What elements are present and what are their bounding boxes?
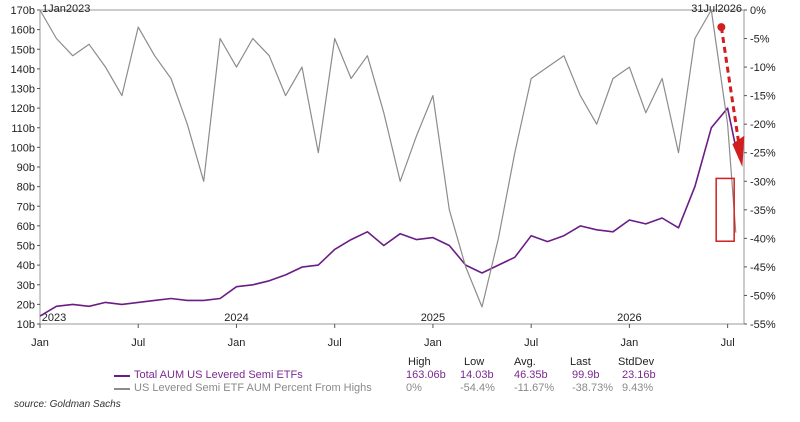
stats-panel: High Low Avg. Last StdDev Total AUM US L… bbox=[0, 356, 800, 396]
left-axis-label: 120b bbox=[11, 103, 35, 115]
x-axis-year-label: 2024 bbox=[224, 312, 248, 324]
annotation-dashed-arrow bbox=[719, 26, 741, 148]
end-date-label: 31Jul2026 bbox=[691, 3, 742, 15]
annotation-highlight-box bbox=[715, 177, 735, 242]
annotation-arrow-head bbox=[732, 135, 745, 167]
stats-header-low: Low bbox=[464, 356, 485, 368]
left-axis-label: 60b bbox=[17, 221, 35, 233]
stat-pct-high: 0% bbox=[406, 382, 422, 394]
legend-label-pct: US Levered Semi ETF AUM Percent From Hig… bbox=[134, 382, 372, 394]
right-axis-label: -35% bbox=[750, 205, 776, 217]
right-axis-label: -45% bbox=[750, 262, 776, 274]
stat-aum-stddev: 23.16b bbox=[622, 369, 656, 381]
left-axis-label: 40b bbox=[17, 260, 35, 272]
left-axis-label: 130b bbox=[11, 84, 35, 96]
x-axis-month-label: Jan bbox=[424, 337, 442, 349]
right-axis-label: -40% bbox=[750, 233, 776, 245]
stat-aum-last: 99.9b bbox=[572, 369, 600, 381]
left-axis-label: 110b bbox=[11, 123, 35, 135]
x-axis-month-label: Jan bbox=[31, 337, 49, 349]
x-axis-month-label: Jul bbox=[524, 337, 538, 349]
left-axis-label: 20b bbox=[17, 299, 35, 311]
right-axis-label: -55% bbox=[750, 319, 776, 331]
x-axis-month-label: Jan bbox=[228, 337, 246, 349]
left-axis-label: 90b bbox=[17, 162, 35, 174]
right-axis-label: -30% bbox=[750, 176, 776, 188]
stat-pct-stddev: 9.43% bbox=[622, 382, 654, 394]
right-axis-label: 0% bbox=[750, 5, 766, 17]
plot-area bbox=[39, 9, 745, 325]
source-note: source: Goldman Sachs bbox=[14, 399, 121, 410]
legend-swatch-pct bbox=[114, 388, 130, 390]
stat-pct-avg: -11.67% bbox=[514, 382, 555, 394]
series-line-aum bbox=[39, 107, 737, 317]
stat-aum-high: 163.06b bbox=[406, 369, 446, 381]
left-axis-label: 140b bbox=[11, 64, 35, 76]
stats-header-high: High bbox=[408, 356, 431, 368]
left-axis-label: 170b bbox=[11, 5, 35, 17]
stats-header-avg: Avg. bbox=[514, 356, 536, 368]
right-axis-label: -20% bbox=[750, 119, 776, 131]
x-axis-month-label: Jan bbox=[621, 337, 639, 349]
x-axis-month-label: Jul bbox=[131, 337, 145, 349]
stat-pct-last: -38.73% bbox=[572, 382, 613, 394]
left-axis-label: 70b bbox=[17, 201, 35, 213]
x-axis-year-label: 2025 bbox=[421, 312, 445, 324]
left-axis-label: 150b bbox=[11, 44, 35, 56]
legend-label-aum: Total AUM US Levered Semi ETFs bbox=[134, 369, 303, 381]
left-axis-label: 160b bbox=[11, 25, 35, 37]
stats-header-last: Last bbox=[570, 356, 591, 368]
x-axis-month-label: Jul bbox=[721, 337, 735, 349]
stat-aum-low: 14.03b bbox=[460, 369, 494, 381]
series-line-pct-from-highs bbox=[39, 9, 737, 308]
stat-aum-avg: 46.35b bbox=[514, 369, 548, 381]
x-axis-year-label: 2026 bbox=[617, 312, 641, 324]
x-axis-year-label: 2023 bbox=[42, 312, 66, 324]
left-axis-label: 100b bbox=[11, 142, 35, 154]
right-axis-label: -15% bbox=[750, 91, 776, 103]
left-axis-label: 10b bbox=[17, 319, 35, 331]
legend-swatch-aum bbox=[114, 375, 130, 377]
right-axis-label: -50% bbox=[750, 290, 776, 302]
start-date-label: 1Jan2023 bbox=[42, 3, 90, 15]
stat-pct-low: -54.4% bbox=[460, 382, 495, 394]
stats-header-stddev: StdDev bbox=[618, 356, 655, 368]
right-axis-label: -5% bbox=[750, 34, 770, 46]
right-axis-label: -10% bbox=[750, 62, 776, 74]
left-axis-label: 30b bbox=[17, 280, 35, 292]
x-axis-month-label: Jul bbox=[328, 337, 342, 349]
right-axis-label: -25% bbox=[750, 148, 776, 160]
left-axis-label: 50b bbox=[17, 241, 35, 253]
left-axis-label: 80b bbox=[17, 182, 35, 194]
